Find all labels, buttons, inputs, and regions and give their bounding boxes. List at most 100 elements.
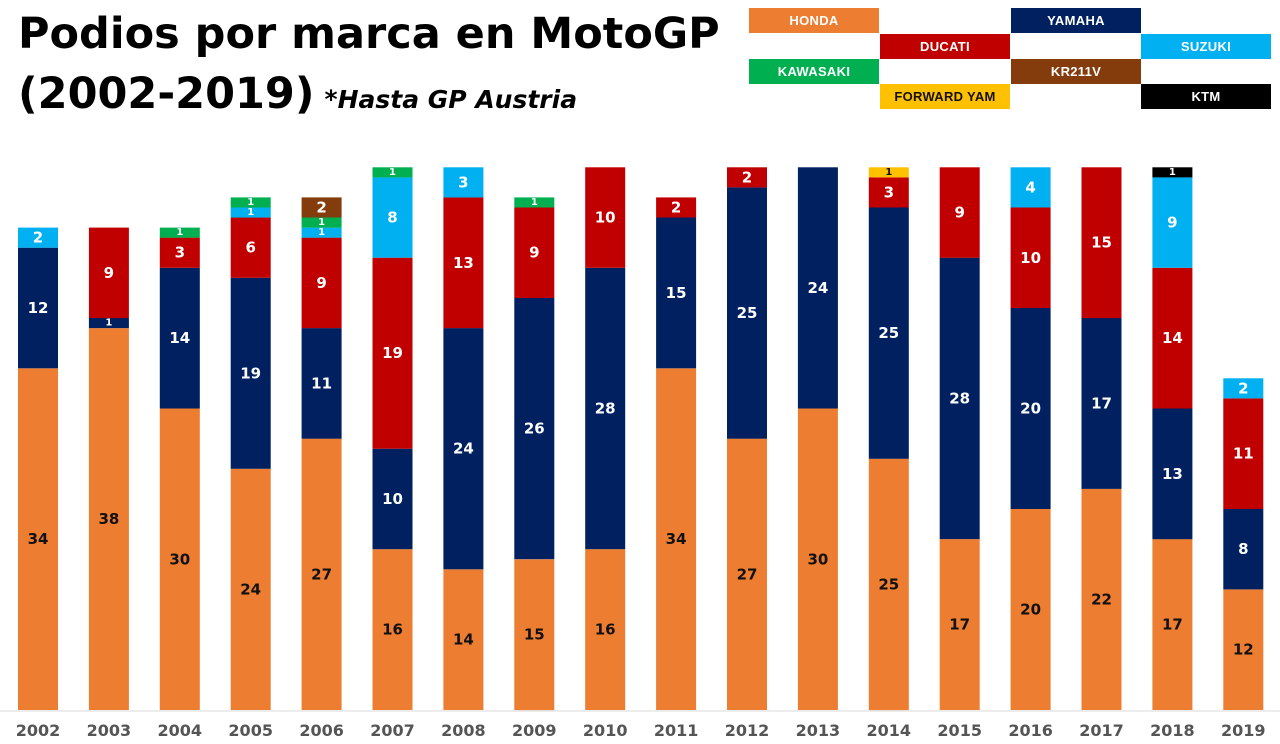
- bar-label-honda-2012: 27: [737, 565, 758, 583]
- bar-label-suzuki-2005: 1: [247, 207, 254, 218]
- bar-label-ducati-2004: 3: [175, 244, 185, 262]
- bar-suzuki-2018: [1152, 177, 1193, 268]
- legend-item-suzuki: SUZUKI: [1141, 34, 1271, 59]
- x-tick-label-2010: 2010: [583, 721, 628, 740]
- bar-ducati-2017: [1081, 167, 1122, 319]
- bar-suzuki-2016: [1010, 167, 1051, 208]
- bar-label-yamaha-2009: 26: [524, 420, 545, 438]
- bar-honda-2009: [514, 559, 555, 711]
- bar-label-suzuki-2016: 4: [1025, 178, 1035, 196]
- bar-kawasaki-2005: [230, 197, 271, 208]
- legend-item-forward-yam: FORWARD YAM: [880, 84, 1010, 109]
- bar-suzuki-2006: [301, 227, 342, 238]
- bar-label-ducati-2019: 11: [1233, 445, 1254, 463]
- bar-label-ducati-2006: 9: [316, 274, 326, 292]
- bar-forward-yam-2014: [868, 167, 909, 178]
- bar-label-honda-2008: 14: [453, 631, 474, 649]
- bar-kawasaki-2004: [159, 227, 200, 238]
- bar-honda-2005: [230, 468, 271, 710]
- bar-kawasaki-2006: [301, 217, 342, 228]
- stacked-bar-chart: 3412238193014312419611271191121610198114…: [0, 167, 1280, 740]
- x-tick-label-2006: 2006: [299, 721, 344, 740]
- bar-ducati-2011: [656, 197, 697, 218]
- bar-yamaha-2007: [372, 448, 413, 550]
- legend-item-yamaha: YAMAHA: [1011, 8, 1141, 33]
- x-tick-label-2011: 2011: [654, 721, 699, 740]
- x-tick-label-2007: 2007: [370, 721, 415, 740]
- bar-label-honda-2005: 24: [240, 580, 261, 598]
- bar-kawasaki-2009: [514, 197, 555, 208]
- bar-ducati-2007: [372, 257, 413, 449]
- bar-ducati-2014: [868, 177, 909, 208]
- bar-yamaha-2009: [514, 297, 555, 560]
- bar-label-kawasaki-2007: 1: [389, 167, 396, 178]
- bar-label-kawasaki-2005: 1: [247, 197, 254, 208]
- bar-yamaha-2005: [230, 277, 271, 469]
- bar-yamaha-2018: [1152, 408, 1193, 540]
- bar-label-ducati-2003: 9: [104, 264, 114, 282]
- bar-yamaha-2014: [868, 207, 909, 459]
- legend-label-forward-yam: FORWARD YAM: [894, 89, 996, 104]
- bar-ducati-2008: [443, 197, 484, 329]
- x-tick-label-2002: 2002: [16, 721, 61, 740]
- bar-honda-2006: [301, 438, 342, 710]
- legend-item-kawasaki: KAWASAKI: [749, 59, 879, 84]
- bar-honda-2018: [1152, 539, 1193, 710]
- bar-label-suzuki-2002: 2: [33, 229, 43, 247]
- x-axis-labels: 2002 2003 2004 2005 2006 2007 2008 2009 2010 2011…: [16, 721, 1266, 740]
- bar-label-ducati-2014: 3: [884, 183, 894, 201]
- bar-yamaha-2011: [656, 217, 697, 369]
- bar-label-honda-2015: 17: [949, 616, 970, 634]
- x-tick-label-2004: 2004: [158, 721, 203, 740]
- bar-label-ducati-2018: 14: [1162, 329, 1183, 347]
- legend-item-ducati: DUCATI: [880, 34, 1010, 59]
- bar-label-ducati-2009: 9: [529, 244, 539, 262]
- legend-item-ktm: KTM: [1141, 84, 1271, 109]
- bar-ducati-2004: [159, 237, 200, 268]
- bar-honda-2015: [939, 539, 980, 710]
- bar-label-honda-2011: 34: [666, 530, 687, 548]
- bar-label-suzuki-2019: 2: [1238, 379, 1248, 397]
- bar-label-ducati-2011: 2: [671, 199, 681, 217]
- bar-ducati-2010: [585, 167, 626, 268]
- x-tick-label-2009: 2009: [512, 721, 557, 740]
- bar-honda-2017: [1081, 488, 1122, 710]
- bar-label-honda-2010: 16: [595, 621, 616, 639]
- bar-ducati-2019: [1223, 398, 1264, 509]
- bar-label-honda-2019: 12: [1233, 641, 1254, 659]
- bar-label-ducati-2016: 10: [1020, 249, 1041, 267]
- bar-label-suzuki-2018: 9: [1167, 214, 1177, 232]
- bars-group: 3412238193014312419611271191121610198114…: [18, 167, 1264, 711]
- bar-label-suzuki-2007: 8: [387, 209, 397, 227]
- bar-label-yamaha-2010: 28: [595, 400, 616, 418]
- bar-yamaha-2012: [727, 187, 767, 439]
- bar-label-honda-2007: 16: [382, 621, 403, 639]
- bar-suzuki-2005: [230, 207, 271, 218]
- bar-kawasaki-2007: [372, 167, 413, 178]
- x-tick-label-2013: 2013: [796, 721, 841, 740]
- bar-yamaha-2003: [88, 318, 129, 329]
- bar-label-kawasaki-2004: 1: [176, 227, 183, 238]
- bar-ducati-2006: [301, 237, 342, 329]
- x-tick-label-2003: 2003: [87, 721, 132, 740]
- bar-label-suzuki-2008: 3: [458, 173, 468, 191]
- bar-yamaha-2019: [1223, 509, 1264, 590]
- title-line-1: Podios por marca en MotoGP: [18, 9, 720, 59]
- bar-label-yamaha-2004: 14: [169, 329, 190, 347]
- bar-label-forward-yam-2014: 1: [885, 167, 892, 178]
- bar-honda-2010: [585, 549, 626, 710]
- bar-kr211v-2006: [301, 197, 342, 218]
- bar-label-honda-2013: 30: [807, 550, 828, 568]
- bar-label-yamaha-2018: 13: [1162, 465, 1183, 483]
- bar-ducati-2012: [727, 167, 767, 188]
- bar-ducati-2016: [1010, 207, 1051, 308]
- bar-label-ducati-2007: 19: [382, 344, 403, 362]
- bar-label-honda-2009: 15: [524, 626, 545, 644]
- x-tick-label-2016: 2016: [1008, 721, 1053, 740]
- bar-label-yamaha-2011: 15: [666, 284, 687, 302]
- bar-label-honda-2006: 27: [311, 565, 332, 583]
- bar-yamaha-2004: [159, 267, 200, 409]
- legend: HONDA DUCATI YAMAHA SUZUKI KAWASAKI FORW…: [749, 8, 1271, 110]
- x-tick-label-2008: 2008: [441, 721, 486, 740]
- bar-label-honda-2016: 20: [1020, 601, 1041, 619]
